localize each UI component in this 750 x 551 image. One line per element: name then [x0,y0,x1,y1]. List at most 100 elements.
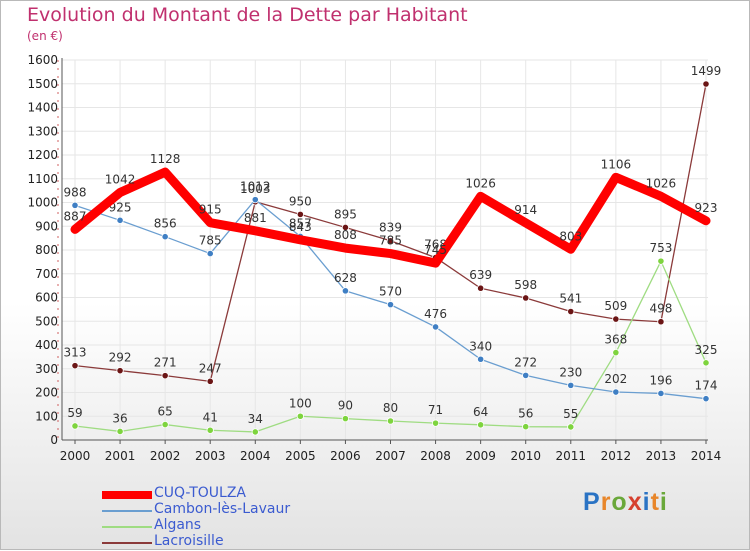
legend-label: CUQ-TOULZA [154,485,246,501]
data-label: 785 [379,234,402,248]
legend-item: Algans [102,517,362,535]
unit-label: (en €) [27,29,63,43]
y-tick-label: 1600 [27,53,58,67]
data-point [567,307,575,316]
data-label: 745 [424,243,447,257]
y-tick-label: 500 [35,314,58,328]
data-point [657,389,665,398]
data-label: 230 [559,365,582,379]
y-tick-label: 200 [35,386,58,400]
x-tick-label: 2007 [375,449,406,463]
x-tick-label: 2009 [465,449,496,463]
data-label: 1026 [646,176,677,190]
logo-letter: o [611,488,628,516]
data-label: 80 [383,401,398,415]
data-label: 925 [109,200,132,214]
data-label: 856 [154,217,177,231]
data-point [116,367,124,375]
data-point [657,318,665,326]
data-point [341,223,350,232]
data-point [206,426,214,434]
data-label: 1003 [240,182,271,196]
data-point [612,348,620,357]
logo-letter: P [583,488,601,516]
x-tick-label: 2004 [240,449,271,463]
data-label: 59 [67,406,82,420]
data-label: 272 [514,355,537,369]
x-tick-label: 2000 [60,449,91,463]
data-point [431,419,440,427]
y-tick-label: 400 [35,338,58,352]
data-label: 785 [199,234,222,248]
legend-label: Algans [154,517,202,533]
logo-letter: i [659,488,668,516]
data-label: 1499 [691,64,722,78]
y-tick-label: 100 [35,409,58,423]
data-point [522,371,530,379]
data-label: 1042 [105,173,136,187]
x-tick-label: 2012 [601,449,632,463]
y-tick-label: 1400 [27,101,58,115]
data-point [657,257,665,265]
x-tick-label: 2006 [330,449,361,463]
x-tick-label: 2014 [691,449,722,463]
data-label: 340 [469,339,492,353]
proxiti-logo: Proxiti [583,488,668,517]
data-point [522,294,530,302]
data-label: 808 [334,228,357,242]
legend-item: CUQ-TOULZA [102,485,362,503]
y-tick-label: 300 [35,362,58,376]
data-label: 803 [559,229,582,243]
data-point [161,420,169,429]
data-point [522,423,530,431]
data-point [702,359,710,367]
data-label: 476 [424,307,447,321]
data-point [161,372,169,380]
data-point [477,284,485,292]
data-label: 988 [64,185,87,199]
data-point [386,417,395,425]
y-tick-label: 1200 [27,148,58,162]
data-label: 1012 [240,180,271,194]
data-label: 71 [428,403,443,417]
data-point [477,421,485,429]
data-point [612,388,620,396]
data-label: 55 [563,407,578,421]
data-label: 753 [649,241,672,255]
data-point [567,381,575,389]
data-point [206,377,214,385]
data-point [702,395,710,403]
logo-letter: x [627,488,643,516]
data-label: 923 [695,201,718,215]
data-point [206,249,214,258]
data-point [251,196,259,204]
data-label: 90 [338,399,353,413]
data-point [431,323,440,331]
legend-swatch [102,510,152,512]
data-point [116,216,124,224]
legend-swatch [102,526,152,528]
data-point [341,415,350,423]
data-label: 1128 [150,152,181,166]
logo-letter: t [650,488,660,516]
x-tick-label: 2002 [150,449,181,463]
data-label: 914 [514,203,537,217]
chart-title: Evolution du Montant de la Dette par Hab… [27,4,468,26]
legend-label: Lacroisille [154,533,224,549]
y-tick-label: 900 [35,219,58,233]
data-label: 628 [334,271,357,285]
data-label: 196 [649,373,672,387]
data-label: 570 [379,285,402,299]
x-tick-label: 2003 [195,449,226,463]
data-point [567,423,575,431]
data-label: 598 [514,278,537,292]
data-label: 271 [154,356,177,370]
data-label: 56 [518,407,533,421]
data-label: 65 [158,405,173,419]
data-label: 41 [203,410,218,424]
data-point [477,355,485,363]
data-point [71,362,79,370]
data-label: 541 [559,292,582,306]
x-tick-label: 2001 [105,449,136,463]
